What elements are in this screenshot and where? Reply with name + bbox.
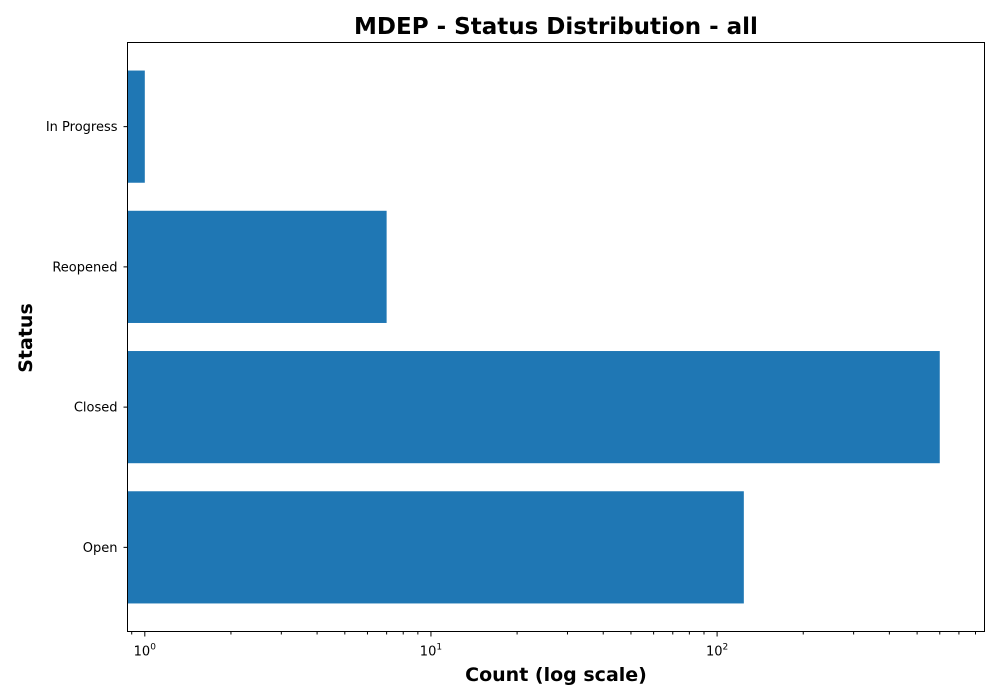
bar-closed [127,351,940,464]
y-tick-label: In Progress [46,120,118,135]
y-axis-label: Status [15,303,37,373]
y-axis: In Progress Reopened Closed Open [46,120,128,556]
y-tick-label: Open [83,541,118,556]
chart-title: MDEP - Status Distribution - all [354,14,758,40]
x-tick-label: 101 [420,643,442,660]
x-tick-label: 100 [134,643,157,660]
bar-reopened [127,210,387,323]
x-axis: 100 101 102 [131,631,977,660]
bar-in-progress [127,70,145,183]
y-tick-label: Closed [74,401,118,416]
x-axis-label: Count (log scale) [465,664,647,686]
bar-open [127,491,744,604]
plot-frame [127,42,985,632]
bars-layer [127,70,940,604]
y-tick-label: Reopened [52,260,117,275]
x-tick-label: 102 [706,643,728,660]
